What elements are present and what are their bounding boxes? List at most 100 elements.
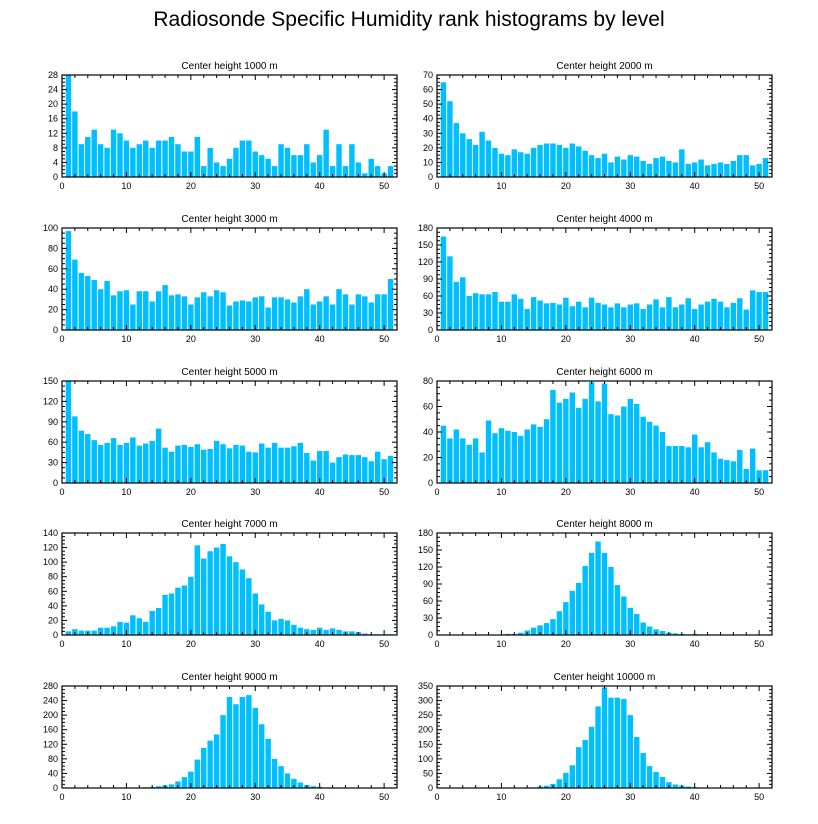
bar	[543, 419, 550, 483]
y-tick-label: 140	[43, 528, 58, 538]
y-tick-label: 80	[423, 376, 433, 386]
bar	[653, 158, 659, 177]
bar	[278, 144, 284, 177]
bar	[65, 231, 72, 330]
bar	[582, 398, 588, 483]
bar	[265, 447, 271, 483]
bar	[123, 290, 130, 330]
y-tick-label: 60	[423, 402, 433, 412]
x-tick-label: 0	[434, 487, 439, 497]
x-tick-label: 10	[121, 487, 131, 497]
bar	[588, 155, 595, 177]
bar	[336, 629, 342, 635]
bar	[505, 155, 511, 177]
bar	[749, 165, 756, 177]
x-tick-label: 40	[315, 487, 325, 497]
bar	[168, 295, 175, 330]
bar	[207, 296, 213, 330]
bar	[530, 147, 537, 177]
bar	[342, 454, 349, 483]
bar	[530, 424, 537, 483]
bar	[691, 162, 698, 177]
bar	[601, 383, 608, 483]
bar	[291, 446, 297, 483]
y-tick-label: 0	[428, 630, 433, 640]
bar	[730, 302, 737, 330]
bar	[297, 155, 304, 177]
chart-panel-6: Center height 6000 m 0 10 20 30 40 50 0 20 40 60 80	[423, 367, 773, 497]
bar	[569, 143, 576, 177]
bar	[640, 753, 646, 788]
bar	[220, 543, 226, 635]
bar	[155, 140, 162, 177]
y-tick-label: 150	[418, 240, 433, 250]
bar	[556, 144, 563, 177]
bar	[447, 256, 453, 330]
bar	[627, 398, 633, 483]
bar	[110, 129, 117, 177]
x-tick-label: 50	[754, 181, 764, 191]
x-tick-label: 20	[561, 487, 571, 497]
bar	[246, 578, 252, 635]
y-tick-label: 28	[48, 70, 58, 80]
bar	[207, 740, 213, 788]
bar	[640, 160, 646, 177]
bar	[123, 442, 130, 483]
bar	[130, 615, 136, 635]
bar	[284, 147, 291, 177]
bar	[576, 407, 582, 483]
bar	[233, 147, 239, 177]
bar	[368, 158, 374, 177]
y-tick-label: 0	[428, 478, 433, 488]
bar	[724, 307, 730, 330]
y-tick-label: 180	[418, 528, 433, 538]
bar	[550, 619, 556, 635]
bar	[653, 771, 659, 788]
bar	[336, 144, 342, 177]
bar	[175, 294, 181, 330]
bar	[743, 309, 749, 330]
bar	[265, 307, 271, 330]
bar	[85, 136, 91, 177]
bar	[569, 392, 576, 483]
bar	[329, 628, 336, 635]
bar	[201, 449, 207, 483]
bar	[310, 460, 316, 483]
y-tick-label: 60	[48, 264, 58, 274]
bar	[472, 144, 479, 177]
x-tick-label: 20	[186, 487, 196, 497]
y-tick-label: 300	[418, 696, 433, 706]
bar	[737, 298, 743, 330]
bar	[550, 389, 556, 483]
bar	[271, 758, 278, 788]
bar	[194, 545, 201, 635]
x-tick-label: 40	[315, 639, 325, 649]
bar	[239, 140, 246, 177]
bar	[265, 738, 271, 788]
bar	[72, 259, 78, 330]
x-tick-label: 50	[754, 639, 764, 649]
bar	[556, 402, 563, 483]
y-tick-label: 0	[53, 325, 58, 335]
bar	[576, 582, 582, 635]
bar	[258, 724, 265, 788]
bar	[226, 448, 233, 483]
bar	[691, 434, 698, 483]
bar	[543, 303, 550, 330]
bar	[479, 131, 485, 177]
bar	[595, 302, 601, 330]
bar	[756, 163, 762, 177]
bar	[368, 302, 374, 330]
bar	[582, 307, 588, 330]
chart-panel-3: Center height 3000 m 0 10 20 30 40 50 0 20 40 60 80…	[43, 214, 398, 344]
bar	[537, 144, 543, 177]
bar	[304, 453, 310, 483]
bar	[737, 155, 743, 177]
y-tick-label: 40	[48, 768, 58, 778]
bar	[672, 162, 679, 177]
bar	[621, 596, 627, 635]
bar	[511, 432, 518, 483]
bar	[291, 302, 297, 330]
bar	[310, 162, 316, 177]
bar	[104, 442, 110, 483]
